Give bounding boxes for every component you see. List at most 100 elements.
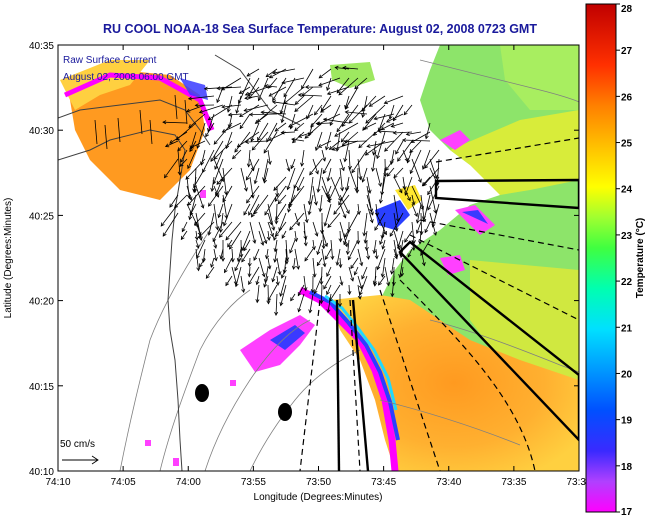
current-vector-head (334, 132, 339, 137)
sst-field (58, 45, 579, 471)
current-vector (195, 221, 201, 236)
current-vector-head (315, 170, 319, 175)
current-vector (253, 248, 260, 261)
current-vector (338, 185, 350, 205)
current-vector-head (268, 92, 273, 97)
current-vector-head (294, 100, 299, 105)
current-vector (424, 221, 431, 233)
current-vector-head (286, 185, 291, 191)
current-vector (257, 122, 269, 141)
current-vector (335, 67, 350, 70)
current-vector (381, 122, 395, 130)
current-vector-head (420, 251, 425, 257)
colorbar-ticks: 17 18 19 20 21 22 23 24 25 26 27 28 (616, 3, 633, 518)
current-vector (327, 212, 341, 228)
current-vector-head (264, 84, 269, 89)
current-vector (407, 149, 413, 163)
current-vector (280, 95, 287, 114)
current-vector-head (274, 311, 279, 316)
current-vector-head (348, 119, 353, 124)
sst-north-yellow (60, 60, 150, 110)
current-vector-head (394, 227, 399, 232)
current-vector (427, 185, 440, 211)
current-vector (258, 257, 265, 277)
current-vector-head (189, 211, 194, 216)
colorbar-label: Temperature (°C) (635, 218, 646, 299)
current-vector-head (174, 204, 179, 209)
current-vector (321, 176, 330, 199)
current-vector (416, 221, 422, 234)
x-axis-label: Longitude (Degrees:Minutes) (254, 492, 383, 503)
current-vector (225, 275, 233, 286)
current-vector-head (369, 211, 374, 216)
current-vector-head (205, 274, 210, 279)
current-vector (291, 158, 296, 169)
current-vector-head (198, 109, 204, 114)
current-vector-head (327, 223, 332, 229)
current-vector (254, 167, 260, 184)
current-vector (315, 131, 323, 151)
current-vector (287, 167, 296, 190)
current-vector (293, 257, 296, 270)
current-vector-head (335, 147, 340, 152)
buoy-marker (278, 403, 292, 421)
current-vector-head (244, 95, 249, 100)
current-vector (330, 239, 333, 260)
current-vector-head (272, 70, 277, 75)
current-vector (294, 230, 297, 242)
current-vector-head (288, 202, 293, 207)
current-vector-head (304, 134, 309, 139)
current-vector-head (411, 240, 416, 245)
current-vector (416, 203, 422, 223)
current-vector (406, 131, 422, 135)
current-vector (326, 77, 332, 91)
current-vector (344, 95, 350, 109)
current-vector (275, 293, 278, 316)
current-vector-head (372, 280, 377, 285)
current-vector (363, 212, 368, 236)
current-vector-head (361, 275, 366, 280)
current-vector (366, 194, 374, 216)
current-vector-head (164, 174, 168, 179)
current-vector-head (225, 236, 230, 241)
current-vector (188, 95, 215, 100)
current-vector (193, 167, 206, 188)
current-vector (411, 239, 415, 251)
current-vector (245, 86, 269, 96)
current-vector-head (313, 201, 318, 206)
current-vector (267, 284, 278, 301)
current-vector (272, 68, 296, 74)
current-vector-head (380, 273, 385, 278)
current-vector (397, 230, 404, 248)
current-vector-head (415, 219, 420, 224)
x-tick-label: 73:55 (241, 477, 266, 488)
current-vector (339, 275, 343, 286)
current-vector (274, 248, 278, 263)
current-vector-head (248, 95, 253, 100)
current-vector (297, 284, 305, 296)
current-vector-head (366, 143, 371, 148)
current-vector (317, 239, 323, 255)
current-vector (312, 257, 316, 277)
sst-center-blue (375, 200, 410, 230)
current-vector (294, 248, 299, 270)
current-vector (301, 149, 305, 167)
current-vector (294, 95, 305, 105)
current-vector-head (208, 202, 212, 207)
current-vector-head (280, 274, 285, 279)
current-vector (218, 203, 224, 218)
current-vector (391, 122, 404, 127)
sst-ne-magenta (440, 130, 470, 150)
current-vector (372, 149, 377, 172)
current-vector (385, 158, 395, 171)
current-vector-head (323, 222, 328, 227)
current-vector (411, 185, 424, 210)
current-vector (382, 257, 386, 277)
current-vector-head (164, 143, 170, 148)
current-vector (231, 266, 237, 285)
current-vector (321, 284, 323, 304)
current-vector-head (373, 116, 378, 121)
current-vector (177, 140, 188, 152)
chart-title: RU COOL NOAA-18 Sea Surface Temperature:… (103, 22, 537, 36)
colorbar-tick-label: 23 (621, 231, 633, 242)
